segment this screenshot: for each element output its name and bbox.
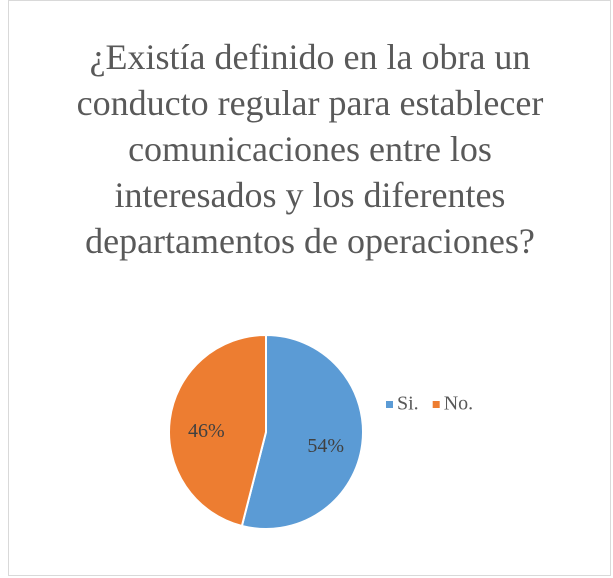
pie-slice bbox=[167, 333, 267, 528]
chart-title: ¿Existía definido en la obra un conducto… bbox=[76, 37, 544, 261]
data-label: 54% bbox=[307, 435, 344, 457]
chart-frame bbox=[8, 0, 611, 576]
legend-label: No. bbox=[444, 393, 473, 415]
pie-slice bbox=[240, 333, 364, 530]
legend-swatch bbox=[386, 401, 393, 408]
legend-label: Si. bbox=[397, 393, 419, 415]
legend-swatch bbox=[432, 401, 440, 408]
data-label: 46% bbox=[188, 420, 225, 442]
